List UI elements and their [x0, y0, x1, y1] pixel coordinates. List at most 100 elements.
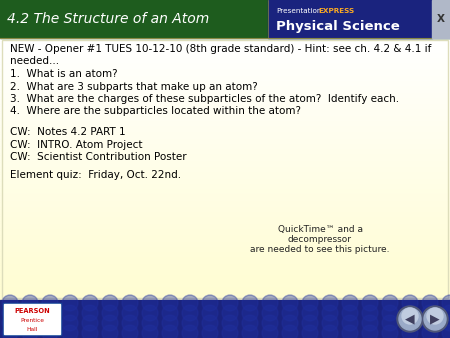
Circle shape: [402, 315, 418, 331]
Circle shape: [382, 295, 398, 311]
Bar: [4, 304, 60, 334]
Text: 3.  What are the charges of these subparticles of the atom?  Identify each.: 3. What are the charges of these subpart…: [10, 94, 399, 104]
Circle shape: [222, 295, 238, 311]
Bar: [0, 165, 450, 167]
Bar: [0, 282, 450, 284]
Bar: [0, 104, 450, 106]
Circle shape: [422, 295, 438, 311]
Circle shape: [397, 306, 423, 332]
Bar: [0, 228, 450, 230]
Bar: [0, 205, 450, 208]
Bar: [0, 135, 450, 138]
Bar: [0, 183, 450, 185]
Circle shape: [422, 315, 438, 331]
Bar: [0, 151, 450, 153]
Text: 1.  What is an atom?: 1. What is an atom?: [10, 69, 117, 79]
Text: 4.  Where are the subparticles located within the atom?: 4. Where are the subparticles located wi…: [10, 106, 301, 117]
Bar: [0, 184, 450, 187]
Bar: [0, 142, 450, 145]
Bar: [0, 41, 450, 43]
Bar: [0, 160, 450, 162]
Circle shape: [282, 295, 298, 311]
Circle shape: [302, 305, 318, 321]
Bar: [0, 84, 450, 87]
Circle shape: [62, 325, 78, 338]
Bar: [0, 240, 450, 242]
Bar: [0, 107, 450, 110]
Bar: [0, 277, 450, 279]
Bar: [0, 214, 450, 216]
Bar: [0, 221, 450, 223]
Bar: [0, 286, 450, 288]
Circle shape: [202, 325, 218, 338]
Bar: [0, 270, 450, 272]
Bar: [0, 87, 450, 89]
Bar: [0, 149, 450, 151]
Bar: [0, 154, 450, 157]
Bar: [0, 79, 450, 82]
Bar: [0, 216, 450, 218]
Bar: [0, 170, 450, 172]
Circle shape: [42, 315, 58, 331]
Circle shape: [122, 315, 138, 331]
Circle shape: [362, 315, 378, 331]
Circle shape: [122, 305, 138, 321]
Bar: [0, 90, 450, 92]
Bar: [0, 202, 450, 204]
Circle shape: [402, 325, 418, 338]
Bar: [0, 244, 450, 246]
Bar: [0, 156, 450, 159]
Bar: [0, 141, 450, 143]
Bar: [0, 196, 450, 199]
Circle shape: [222, 325, 238, 338]
Circle shape: [362, 305, 378, 321]
Bar: [0, 100, 450, 103]
Circle shape: [442, 315, 450, 331]
Bar: [0, 223, 450, 225]
Bar: [0, 181, 450, 183]
Bar: [0, 212, 450, 214]
Text: PEARSON: PEARSON: [14, 308, 50, 314]
Bar: [0, 289, 450, 291]
Circle shape: [182, 315, 198, 331]
Bar: [0, 252, 450, 255]
Text: are needed to see this picture.: are needed to see this picture.: [250, 245, 390, 254]
Bar: [0, 57, 450, 59]
Bar: [0, 116, 450, 118]
Bar: [0, 125, 450, 127]
Text: decompressor: decompressor: [288, 235, 352, 244]
Circle shape: [162, 315, 178, 331]
Bar: [0, 232, 450, 234]
Circle shape: [402, 308, 418, 324]
Text: Physical Science: Physical Science: [276, 20, 400, 33]
Bar: [0, 219, 450, 221]
Circle shape: [322, 295, 338, 311]
Bar: [0, 99, 450, 101]
Text: needed...: needed...: [10, 56, 59, 67]
Bar: [0, 279, 450, 281]
Circle shape: [382, 305, 398, 321]
Bar: [0, 114, 450, 117]
Bar: [0, 71, 450, 73]
Circle shape: [342, 315, 358, 331]
Bar: [0, 190, 450, 192]
Circle shape: [427, 308, 443, 324]
Bar: [0, 186, 450, 188]
Bar: [0, 43, 450, 45]
Circle shape: [102, 315, 118, 331]
Bar: [0, 280, 450, 283]
Bar: [0, 162, 450, 164]
Circle shape: [242, 315, 258, 331]
Text: Presentation: Presentation: [276, 8, 321, 14]
Bar: [0, 53, 450, 55]
Circle shape: [2, 295, 18, 311]
Bar: [0, 50, 450, 52]
Bar: [2, 40, 448, 298]
Bar: [0, 177, 450, 179]
Bar: [0, 93, 450, 96]
Bar: [0, 45, 450, 47]
Bar: [0, 88, 450, 90]
Bar: [0, 250, 450, 253]
Text: NEW - Opener #1 TUES 10-12-10 (8th grade standard) - Hint: see ch. 4.2 & 4.1 if: NEW - Opener #1 TUES 10-12-10 (8th grade…: [10, 44, 432, 54]
Bar: [0, 275, 450, 277]
